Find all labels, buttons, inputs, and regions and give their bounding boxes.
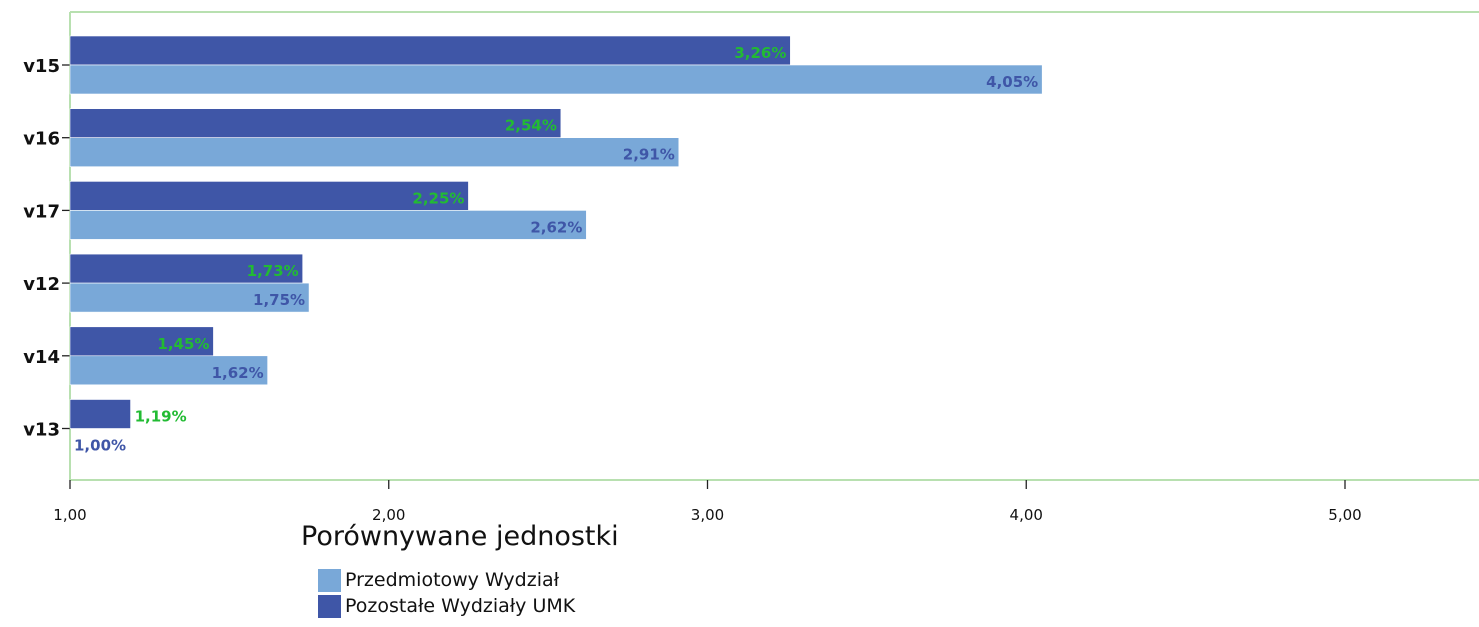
bar xyxy=(69,282,310,313)
data-label: 1,62% xyxy=(212,364,264,382)
data-label: 3,26% xyxy=(734,44,786,62)
bar xyxy=(69,355,268,386)
bar xyxy=(69,399,131,429)
y-tick-label: v15 xyxy=(23,56,60,77)
x-tick-label: 4,00 xyxy=(1010,506,1043,524)
y-tick-label: v14 xyxy=(23,347,60,368)
bar xyxy=(69,210,587,240)
bar xyxy=(69,326,214,357)
legend-item-przedmiotowy: Przedmiotowy Wydział xyxy=(318,567,575,593)
legend-label-pozostale: Pozostałe Wydziały UMK xyxy=(345,595,576,617)
legend-title: Porównywane jednostki xyxy=(301,521,619,552)
bar xyxy=(69,137,680,167)
x-tick-label: 2,00 xyxy=(372,506,405,524)
data-label: 2,62% xyxy=(530,218,582,236)
data-label: 1,45% xyxy=(157,335,209,353)
legend-swatch-pozostale xyxy=(318,594,341,618)
legend: Przedmiotowy Wydział Pozostałe Wydziały … xyxy=(318,567,575,619)
y-tick-label: v17 xyxy=(23,201,60,222)
x-tick-label: 5,00 xyxy=(1328,506,1361,524)
y-tick-label: v13 xyxy=(23,420,60,441)
data-label: 2,25% xyxy=(412,189,464,207)
data-label: 1,73% xyxy=(247,262,299,280)
bar xyxy=(69,35,791,66)
y-tick-label: v12 xyxy=(23,274,60,295)
data-label: 1,75% xyxy=(253,291,305,309)
legend-item-pozostale: Pozostałe Wydziały UMK xyxy=(318,593,575,619)
legend-label-przedmiotowy: Przedmiotowy Wydział xyxy=(345,569,560,591)
bar xyxy=(69,108,562,138)
x-tick-label: 3,00 xyxy=(691,506,724,524)
x-tick-label: 1,00 xyxy=(53,506,86,524)
data-label: 1,19% xyxy=(135,408,187,426)
bar xyxy=(69,181,469,211)
y-tick-label: v16 xyxy=(23,129,60,150)
data-label: 2,91% xyxy=(623,146,675,164)
data-label: 1,00% xyxy=(74,437,126,455)
bar xyxy=(69,64,1043,95)
bar xyxy=(69,253,303,284)
legend-swatch-przedmiotowy xyxy=(318,568,341,592)
data-label: 4,05% xyxy=(986,73,1038,91)
data-label: 2,54% xyxy=(505,117,557,135)
